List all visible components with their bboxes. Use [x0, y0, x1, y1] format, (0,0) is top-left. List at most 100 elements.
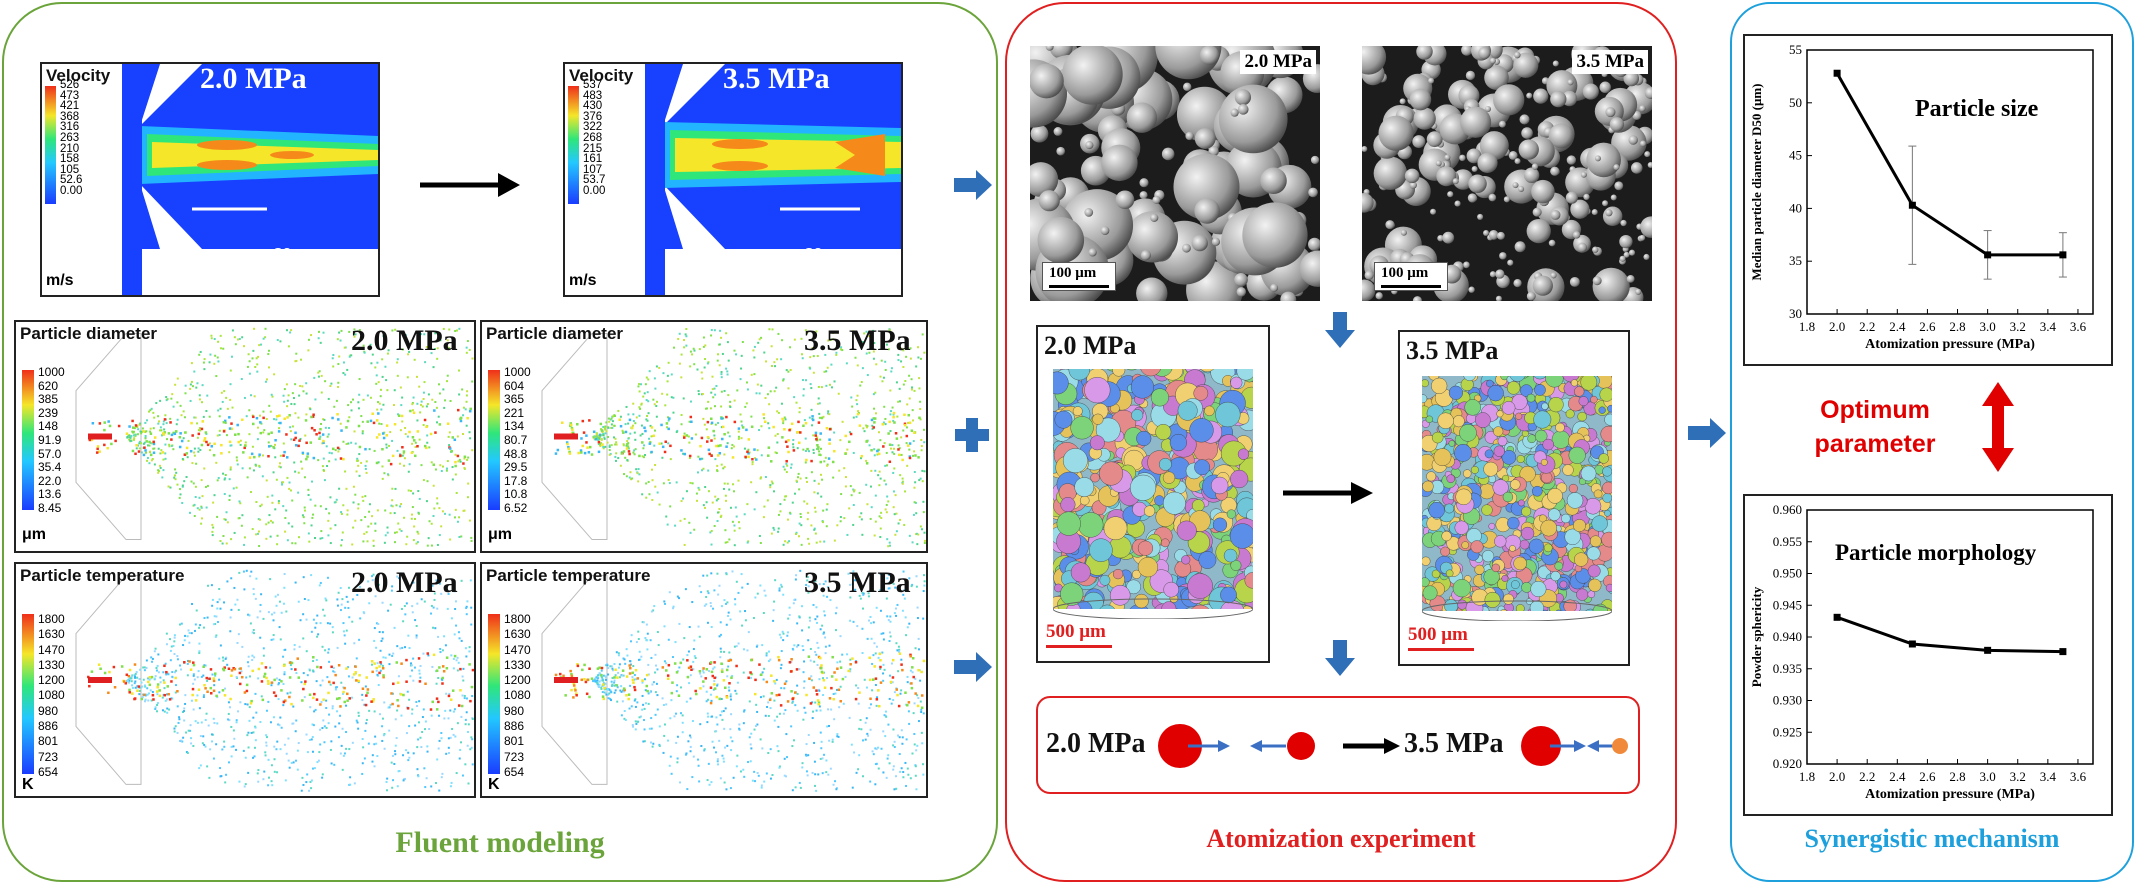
packing-panel-high: 3.5 MPa 500 μm — [1398, 330, 1630, 666]
velocity-transition-arrow — [420, 173, 520, 197]
legend-tick: 52.6 — [60, 174, 83, 187]
diameter-legend-high: 1000 604 365 221 134 80.7 48.8 29.5 17.8… — [504, 365, 531, 516]
legend-tick: 1080 — [38, 688, 65, 703]
legend-tick: 8.45 — [38, 500, 62, 515]
mechanism-from-pressure: 2.0 MPa — [1046, 728, 1146, 759]
packing-pressure-low: 2.0 MPa — [1044, 331, 1137, 360]
diameter-unit-low: μm — [22, 526, 47, 543]
legend-tick: 1630 — [504, 627, 531, 642]
legend-tick: 48.8 — [504, 446, 528, 461]
legend-tick: 158 — [60, 153, 80, 166]
diameter-panel-low: Particle diameter 2.0 MPa 1000 620 385 2… — [14, 320, 476, 553]
diameter-unit-high: μm — [488, 526, 513, 543]
legend-tick: 886 — [38, 719, 59, 734]
legend-tick: 1800 — [504, 612, 531, 626]
legend-tick: 620 — [38, 378, 59, 393]
optimum-label-line: Optimum — [1820, 396, 1930, 424]
legend-tick: 1000 — [504, 365, 531, 379]
legend-tick: 801 — [504, 734, 525, 749]
y-tick-label: 0.935 — [1773, 661, 1802, 676]
y-tick-label: 45 — [1789, 148, 1802, 163]
velocity-panel-high: Velocity 3.5 MPa 537 483 430 376 322 268… — [563, 62, 903, 297]
y-tick-label: 0.930 — [1773, 693, 1802, 708]
mechanism-droplet-diagram — [1158, 724, 1628, 768]
legend-tick: 148 — [38, 419, 59, 434]
legend-tick: 376 — [583, 110, 603, 123]
velocity-label-low: Velocity — [46, 66, 111, 85]
legend-tick: 22.0 — [38, 473, 62, 488]
data-point — [1833, 613, 1841, 621]
temperature-pressure-high: 3.5 MPa — [804, 566, 911, 599]
diameter-scatter-low — [75, 327, 474, 548]
y-tick-label: 0.940 — [1773, 629, 1802, 644]
velocity-panel-low: Velocity 2.0 MPa 526 473 421 368 316 263… — [40, 62, 380, 297]
legend-tick: 801 — [38, 734, 59, 749]
legend-tick: 368 — [60, 110, 80, 123]
y-axis-label: Powder sphericity — [1749, 586, 1764, 687]
legend-tick: 53.7 — [583, 174, 606, 187]
y-tick-label: 0.950 — [1773, 566, 1802, 581]
x-tick-label: 2.0 — [1829, 319, 1845, 334]
sem-pressure-high: 3.5 MPa — [1572, 50, 1648, 74]
legend-tick: 526 — [60, 79, 80, 91]
diameter-label-low: Particle diameter — [20, 324, 158, 343]
x-tick-label: 2.8 — [1949, 319, 1965, 334]
x-tick-label: 3.0 — [1980, 769, 1996, 784]
x-tick-label: 3.4 — [2040, 769, 2057, 784]
x-tick-label: 1.8 — [1799, 769, 1815, 784]
chart-title: Particle morphology — [1835, 540, 2037, 565]
synergistic-mechanism-frame — [1730, 2, 2134, 882]
temperature-colorbar-low — [22, 614, 34, 774]
temperature-colorbar-high — [488, 614, 500, 774]
packing-cylinder-high — [1422, 376, 1612, 621]
legend-tick: 29.5 — [504, 460, 528, 475]
temperature-label-low: Particle temperature — [20, 566, 185, 585]
x-axis-label: Atomization pressure (MPa) — [1865, 337, 2035, 352]
large-droplet-icon — [1521, 726, 1561, 766]
synergistic-mechanism-title: Synergistic mechanism — [1804, 824, 2060, 853]
down-arrow-icon — [1325, 640, 1355, 676]
legend-tick: 0.00 — [583, 184, 606, 197]
temperature-panel-high: Particle temperature 3.5 MPa 1800 1630 1… — [480, 562, 928, 798]
legend-tick: 1630 — [38, 627, 65, 642]
x-tick-label: 3.2 — [2010, 319, 2026, 334]
legend-tick: 134 — [504, 419, 525, 434]
legend-tick: 80.7 — [504, 432, 528, 447]
y-tick-label: 55 — [1789, 42, 1802, 57]
y-axis-label: Median particle diameter D50 (μm) — [1749, 83, 1764, 280]
y-tick-label: 0.955 — [1773, 534, 1802, 549]
legend-tick: 473 — [60, 89, 80, 102]
x-tick-label: 2.4 — [1889, 319, 1906, 334]
sem-scale-high: 100 μm — [1374, 262, 1448, 291]
diameter-label-high: Particle diameter — [486, 324, 624, 343]
legend-tick: 1200 — [504, 673, 531, 688]
small-droplet-icon — [1612, 738, 1628, 754]
packing-cylinder-low — [1053, 369, 1253, 619]
legend-tick: 316 — [60, 121, 80, 134]
legend-tick: 1330 — [504, 657, 531, 672]
sem-scale-label: 100 μm — [1381, 265, 1429, 281]
packing-scale-low: 500 μm — [1046, 621, 1112, 648]
diameter-scatter-high — [541, 327, 926, 548]
y-tick-label: 40 — [1789, 200, 1802, 215]
diameter-colorbar-high — [488, 370, 500, 510]
x-tick-label: 3.6 — [2070, 769, 2087, 784]
particle-size-chart: 1.8 2.0 2.2 2.4 2.6 2.8 3.0 3.2 3.4 3.6 30 35 40 45 50… — [1749, 42, 2094, 352]
particle-morphology-chart-panel: 1.8 2.0 2.2 2.4 2.6 2.8 3.0 3.2 3.4 3.6 0.920 0.925… — [1743, 494, 2113, 816]
legend-tick: 322 — [583, 121, 603, 134]
legend-tick: 723 — [38, 749, 59, 764]
legend-tick: 6.52 — [504, 500, 528, 515]
legend-tick: 215 — [583, 142, 603, 155]
legend-tick: 604 — [504, 378, 525, 393]
x-tick-label: 2.4 — [1889, 769, 1906, 784]
large-droplet-icon — [1158, 724, 1202, 768]
velocity-scale-bar-high: 60 mm — [803, 244, 862, 266]
temperature-legend-high: 1800 1630 1470 1330 1200 1080 980 886 80… — [504, 612, 531, 780]
data-point — [2059, 648, 2067, 656]
legend-tick: 91.9 — [38, 432, 62, 447]
sem-scale-low: 100 μm — [1042, 262, 1116, 291]
legend-tick: 483 — [583, 89, 603, 102]
legend-tick: 1470 — [504, 642, 531, 657]
packing-pressure-high: 3.5 MPa — [1406, 336, 1499, 365]
y-tick-label: 0.925 — [1773, 724, 1802, 739]
